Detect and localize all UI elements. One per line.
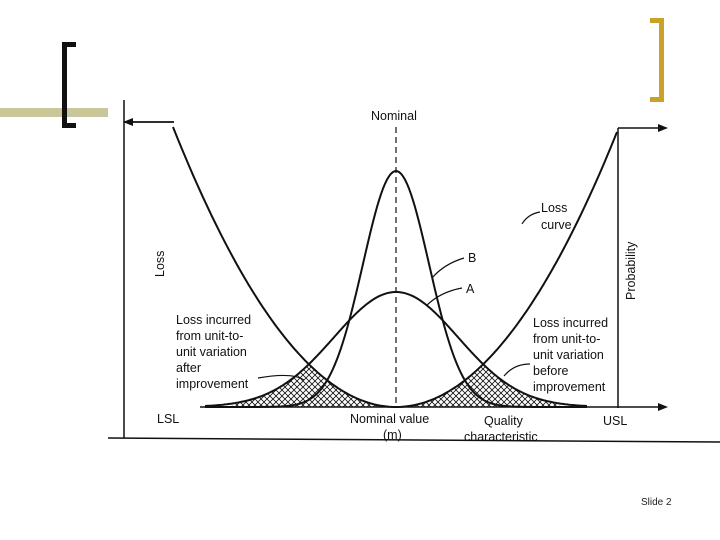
quality-label-1: Quality xyxy=(484,414,524,428)
curve-b-label: B xyxy=(468,251,476,265)
right-bracket-decoration xyxy=(650,18,664,102)
right-annotation-line-3: unit variation xyxy=(533,348,604,362)
left-top-arrow xyxy=(123,118,133,126)
lsl-label: LSL xyxy=(157,412,179,426)
right-annotation-line-2: from unit-to- xyxy=(533,332,600,346)
left-annotation-line-2: from unit-to- xyxy=(176,329,243,343)
nominal-value-label-2: (m) xyxy=(383,428,402,442)
loss-axis-label: Loss xyxy=(153,251,167,277)
loss-curve-label-1: Loss xyxy=(541,201,567,215)
curve-a xyxy=(204,291,588,407)
nominal-value-label-1: Nominal value xyxy=(350,412,429,426)
pointer-loss-curve xyxy=(521,211,541,225)
bottom-rule xyxy=(107,437,720,443)
decorative-bar xyxy=(0,108,108,117)
left-annotation-line-4: after xyxy=(176,361,201,375)
hatched-area-left xyxy=(232,365,396,407)
pointer-left-annotation xyxy=(257,374,305,381)
hatched-area-right xyxy=(396,365,560,407)
nominal-top-label: Nominal xyxy=(371,109,417,123)
left-bracket-decoration xyxy=(62,42,76,128)
pointer-right-annotation xyxy=(503,363,531,377)
left-annotation-line-3: unit variation xyxy=(176,345,247,359)
loss-curve xyxy=(172,126,618,408)
right-annotation-line-1: Loss incurred xyxy=(533,316,608,330)
left-annotation-line-5: improvement xyxy=(176,377,249,391)
curve-b xyxy=(205,170,587,408)
right-top-arrow xyxy=(658,124,668,132)
probability-axis-label: Probability xyxy=(624,241,638,300)
pointer-b xyxy=(431,257,465,279)
slide-number: Slide 2 xyxy=(641,497,672,508)
loss-curve-label-2: curve xyxy=(541,218,572,232)
usl-label: USL xyxy=(603,414,627,428)
quality-label-2: characteristic xyxy=(464,430,538,444)
right-annotation-line-5: improvement xyxy=(533,380,606,394)
pointer-a xyxy=(425,287,463,307)
left-annotation-line-1: Loss incurred xyxy=(176,313,251,327)
right-annotation-line-4: before xyxy=(533,364,568,378)
curve-a-label: A xyxy=(466,282,475,296)
baseline-arrow xyxy=(658,403,668,411)
